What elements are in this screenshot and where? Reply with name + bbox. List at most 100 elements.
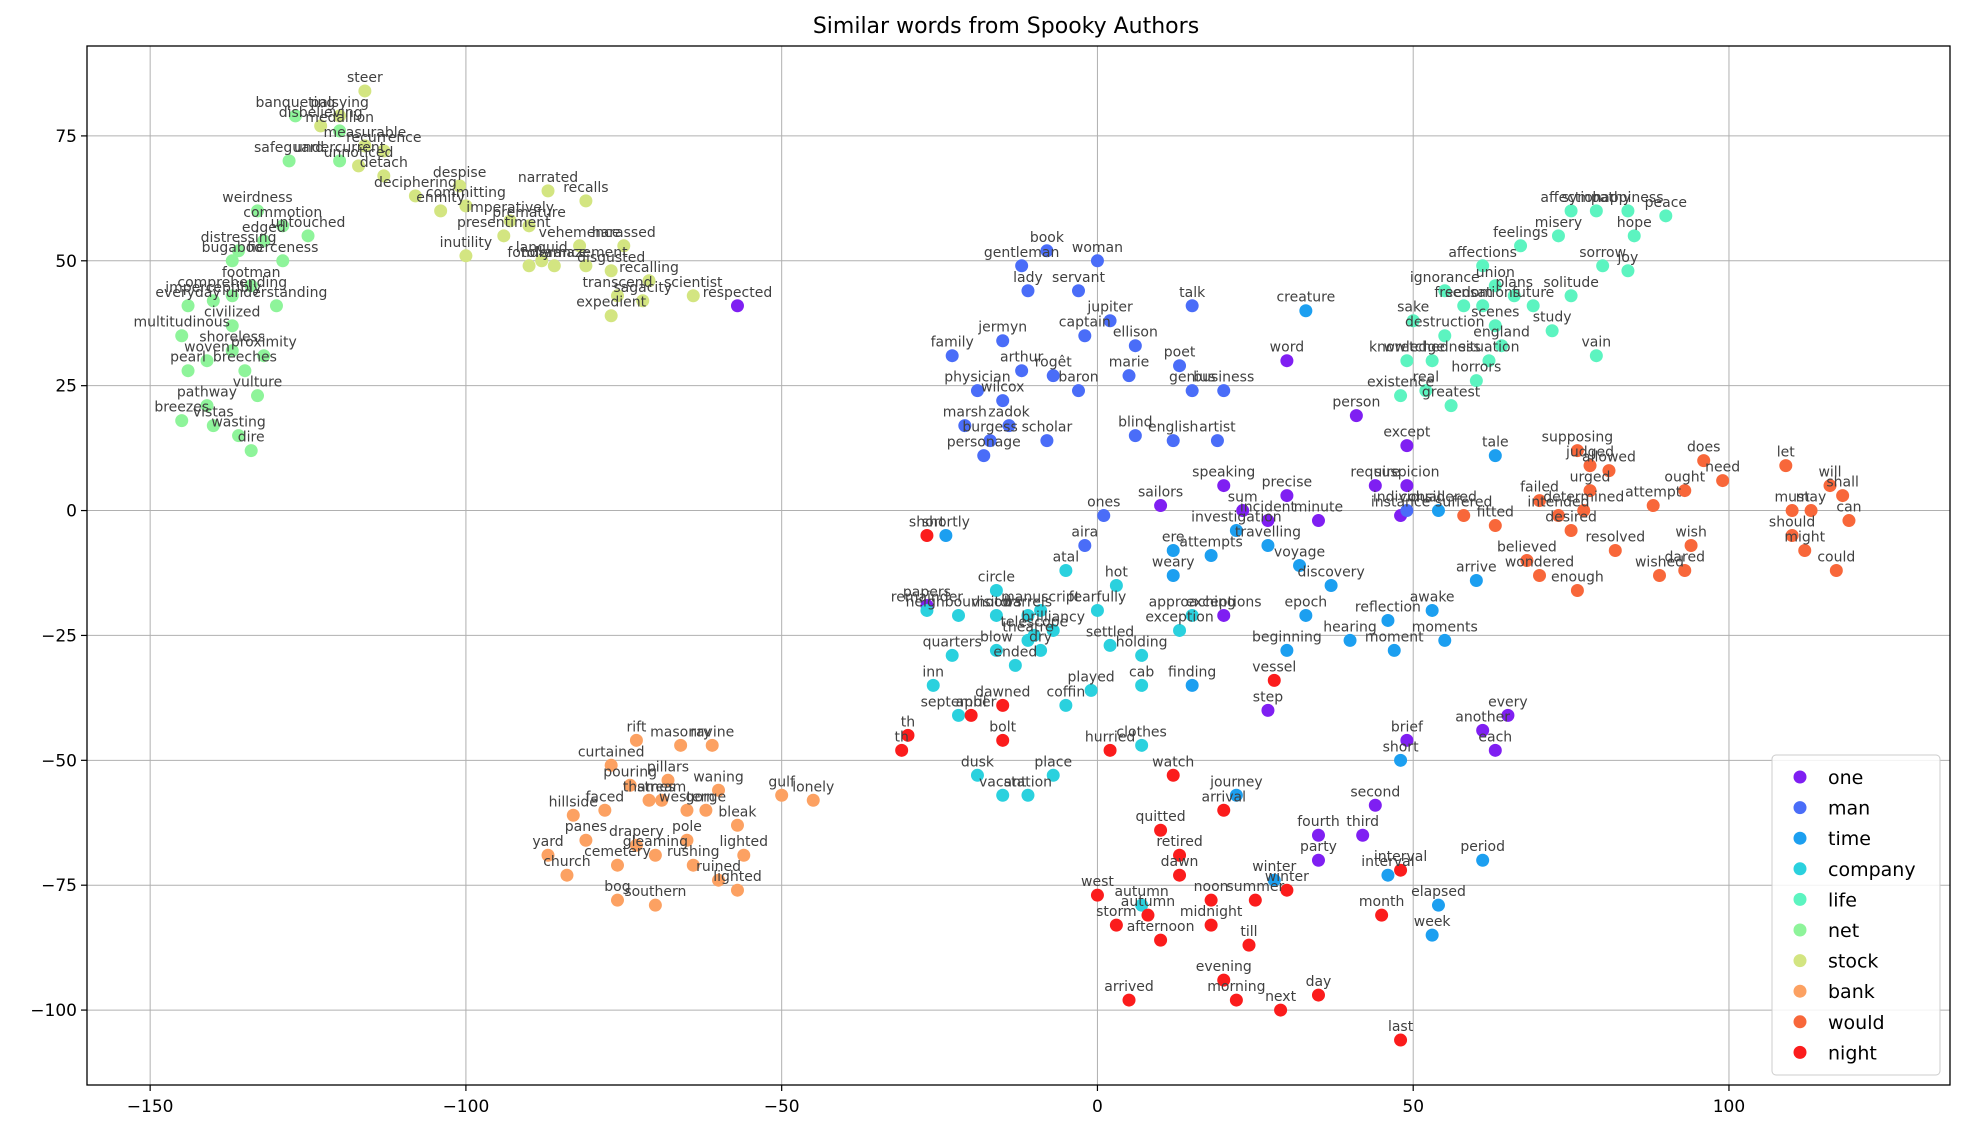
point-life bbox=[1589, 204, 1603, 218]
point-label: september bbox=[921, 694, 997, 710]
point-label: untouched bbox=[271, 215, 346, 231]
point-label: lighted bbox=[720, 834, 769, 850]
point-label: everyday bbox=[155, 285, 220, 301]
point-label: person bbox=[1332, 395, 1380, 411]
point-label: understanding bbox=[226, 285, 328, 301]
legend-box bbox=[1771, 754, 1941, 1076]
point-label: waning bbox=[693, 769, 744, 785]
point-bank bbox=[566, 808, 580, 822]
point-label: recurrence bbox=[346, 130, 421, 146]
point-label: marie bbox=[1109, 355, 1149, 371]
point-label: circle bbox=[978, 569, 1015, 585]
point-bank bbox=[655, 793, 669, 807]
point-label: book bbox=[1030, 230, 1065, 246]
point-net bbox=[206, 419, 220, 433]
point-label: must bbox=[1774, 490, 1810, 506]
point-label: can bbox=[1836, 500, 1861, 516]
legend: one man time company life net stock bank would ni… bbox=[1771, 754, 1941, 1076]
point-label: fearfully bbox=[1069, 589, 1127, 605]
point-stock bbox=[604, 309, 618, 323]
point-would bbox=[1457, 509, 1471, 523]
point-label: settled bbox=[1086, 624, 1134, 640]
point-man bbox=[1173, 359, 1187, 373]
point-night bbox=[1311, 988, 1325, 1002]
point-one bbox=[1154, 499, 1168, 513]
point-label: greatest bbox=[1422, 385, 1481, 401]
point-company bbox=[1173, 623, 1187, 637]
point-stock bbox=[636, 294, 650, 308]
point-label: england bbox=[1473, 325, 1530, 341]
point-label: narrated bbox=[518, 170, 578, 186]
point-label: woven bbox=[184, 340, 230, 356]
point-time bbox=[1299, 608, 1313, 622]
point-label: disgusted bbox=[577, 250, 645, 266]
point-stock bbox=[314, 119, 328, 133]
point-label: vulture bbox=[233, 375, 282, 391]
point-night bbox=[1154, 823, 1168, 837]
point-label: blind bbox=[1118, 415, 1152, 431]
point-life bbox=[1495, 339, 1509, 353]
point-bank bbox=[541, 848, 555, 862]
point-label: morning bbox=[1207, 979, 1265, 995]
point-one bbox=[1501, 708, 1515, 722]
point-label: failed bbox=[1520, 480, 1559, 496]
x-tick-label: −50 bbox=[764, 1097, 800, 1117]
point-night bbox=[1274, 1003, 1288, 1017]
point-label: amazement bbox=[544, 245, 628, 261]
point-label: sake bbox=[1397, 300, 1429, 316]
point-net bbox=[232, 429, 246, 443]
point-label: bog bbox=[604, 879, 630, 895]
point-night bbox=[1173, 848, 1187, 862]
point-would bbox=[1583, 459, 1597, 473]
point-life bbox=[1659, 209, 1673, 223]
point-label: proximity bbox=[231, 335, 297, 351]
point-night bbox=[1394, 1033, 1408, 1047]
point-label: panes bbox=[565, 819, 607, 835]
point-would bbox=[1488, 519, 1502, 533]
point-label: ended bbox=[993, 644, 1037, 660]
legend-label-time: time bbox=[1828, 828, 1871, 850]
legend-marker-time bbox=[1793, 831, 1807, 845]
point-bank bbox=[629, 733, 643, 747]
point-stock bbox=[333, 109, 347, 123]
point-label: theatre bbox=[1002, 619, 1053, 635]
point-night bbox=[1166, 768, 1180, 782]
point-label: enmity bbox=[416, 190, 465, 206]
point-label: finding bbox=[1168, 664, 1216, 680]
point-label: retired bbox=[1156, 834, 1202, 850]
point-would bbox=[1520, 554, 1534, 568]
legend-marker-net bbox=[1793, 923, 1807, 937]
point-man bbox=[1185, 299, 1199, 313]
point-label: bolt bbox=[989, 719, 1016, 735]
point-label: burgess bbox=[962, 420, 1017, 436]
point-life bbox=[1621, 204, 1635, 218]
point-company bbox=[1135, 648, 1149, 662]
point-label: arrived bbox=[1104, 979, 1154, 995]
grid bbox=[87, 46, 1950, 1085]
point-label: remainder bbox=[891, 589, 964, 605]
point-man bbox=[1071, 384, 1085, 398]
x-tick-label: 100 bbox=[1713, 1097, 1745, 1117]
point-label: multitudinous bbox=[133, 315, 230, 331]
point-bank bbox=[648, 898, 662, 912]
point-label: union bbox=[1476, 265, 1515, 281]
point-bank bbox=[560, 868, 574, 882]
point-label: tale bbox=[1482, 435, 1509, 451]
point-bank bbox=[705, 738, 719, 752]
point-label: discovery bbox=[1297, 564, 1364, 580]
point-label: artist bbox=[1199, 420, 1236, 436]
point-life bbox=[1551, 229, 1565, 243]
point-label: fierceness bbox=[247, 240, 318, 256]
point-label: vacant bbox=[979, 774, 1027, 790]
point-label: wretchedness bbox=[1384, 340, 1481, 356]
point-one bbox=[1400, 479, 1414, 493]
point-man bbox=[1128, 339, 1142, 353]
point-label: ignorance bbox=[1410, 270, 1480, 286]
point-man bbox=[983, 434, 997, 448]
point-time bbox=[1381, 613, 1395, 627]
point-label: exception bbox=[1145, 609, 1213, 625]
point-stock bbox=[459, 249, 473, 263]
point-label: does bbox=[1687, 440, 1720, 456]
point-label: shortly bbox=[922, 515, 970, 531]
point-man bbox=[1166, 434, 1180, 448]
